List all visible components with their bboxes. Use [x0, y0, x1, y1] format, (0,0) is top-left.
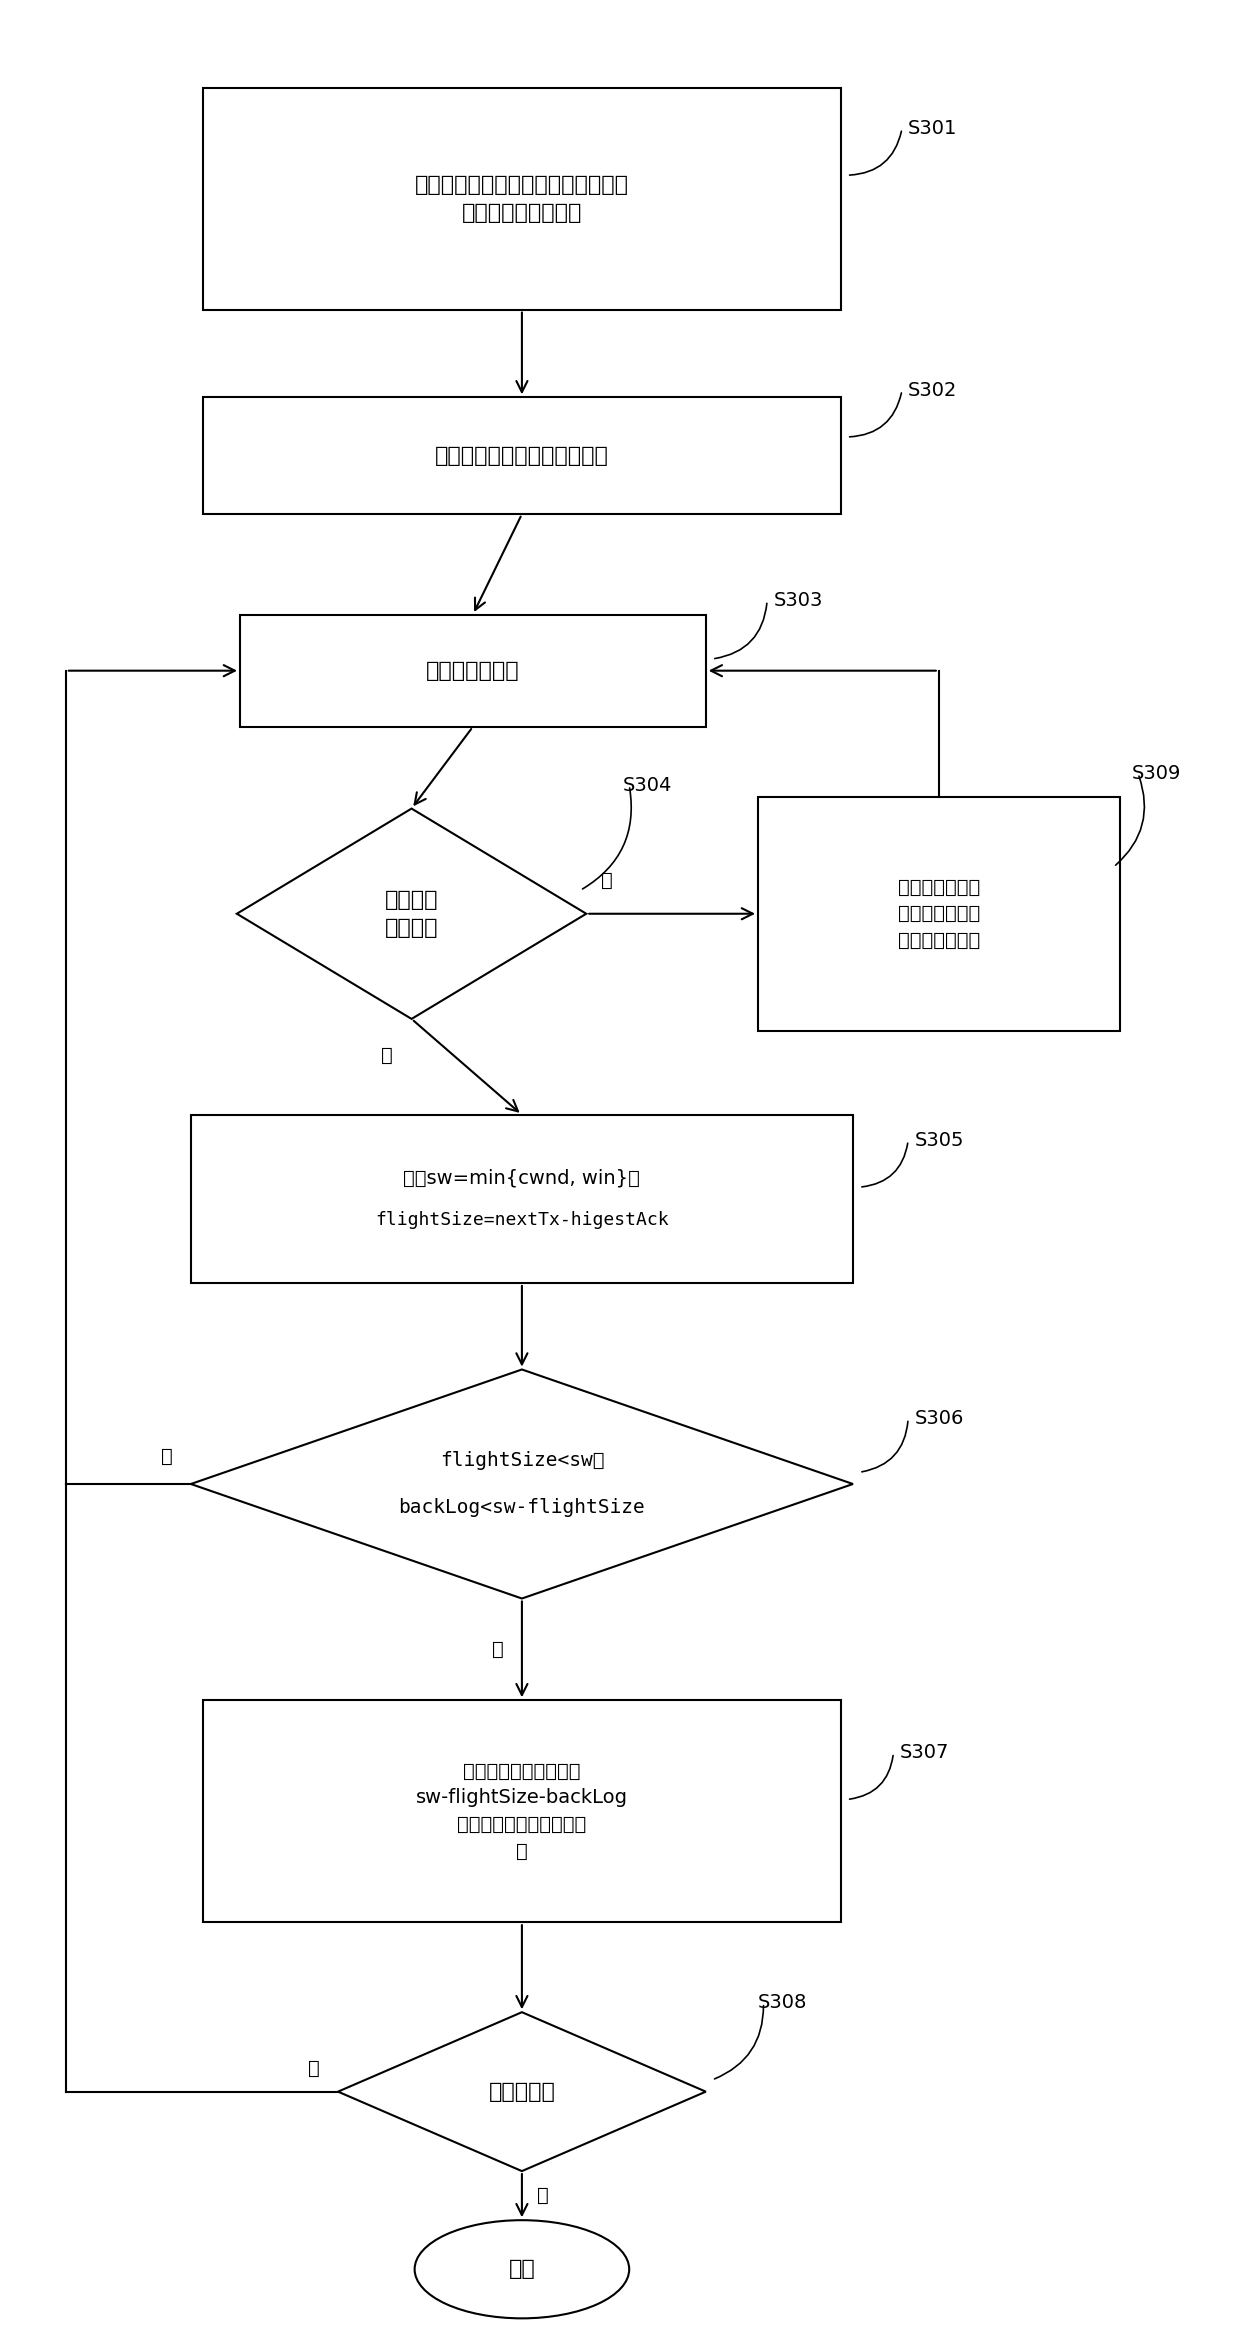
Text: S306: S306 — [914, 1408, 963, 1427]
Text: 是: 是 — [492, 1641, 503, 1660]
Ellipse shape — [414, 2219, 629, 2318]
Text: 将多个分组发送至输入队列中: 将多个分组发送至输入队列中 — [435, 447, 609, 465]
Text: 传输结束？: 传输结束？ — [489, 2081, 556, 2102]
FancyBboxPatch shape — [239, 614, 706, 726]
Text: 将该子流发送队
列中的分组按序
插入到输入队列: 将该子流发送队 列中的分组按序 插入到输入队列 — [898, 877, 980, 950]
FancyBboxPatch shape — [203, 1700, 841, 1923]
Text: S309: S309 — [1132, 764, 1182, 783]
Text: S302: S302 — [908, 381, 957, 400]
Polygon shape — [237, 809, 587, 1018]
FancyBboxPatch shape — [191, 1114, 853, 1284]
Text: S301: S301 — [908, 120, 957, 139]
Text: S303: S303 — [774, 590, 822, 609]
FancyBboxPatch shape — [203, 397, 841, 515]
Polygon shape — [191, 1371, 853, 1599]
Text: 是: 是 — [537, 2186, 548, 2205]
Text: 遍历下一条子流: 遍历下一条子流 — [427, 661, 520, 682]
Text: 计算sw=min{cwnd, win}和: 计算sw=min{cwnd, win}和 — [403, 1168, 640, 1187]
Text: S305: S305 — [914, 1131, 963, 1150]
Text: 结束: 结束 — [508, 2259, 536, 2278]
Text: 接收应用层的数据流，并对数据流进
行划分生成多个分组: 接收应用层的数据流，并对数据流进 行划分生成多个分组 — [415, 174, 629, 223]
Polygon shape — [339, 2012, 706, 2170]
Text: S307: S307 — [899, 1742, 949, 1763]
Text: flightSize=nextTx-higestAck: flightSize=nextTx-higestAck — [374, 1211, 668, 1230]
Text: 是: 是 — [601, 872, 613, 891]
FancyBboxPatch shape — [758, 797, 1120, 1030]
Text: 否: 否 — [308, 2059, 320, 2078]
Text: flightSize<sw或: flightSize<sw或 — [440, 1451, 604, 1469]
Text: 从输入队列中依次调度
sw-flightSize-backLog
个分组到该子流的发送队
列: 从输入队列中依次调度 sw-flightSize-backLog 个分组到该子流… — [415, 1761, 627, 1860]
Text: backLog<sw-flightSize: backLog<sw-flightSize — [398, 1498, 645, 1516]
FancyBboxPatch shape — [203, 87, 841, 310]
Text: S304: S304 — [622, 776, 672, 795]
Text: S308: S308 — [758, 1994, 807, 2012]
Text: 否: 否 — [161, 1446, 172, 1465]
Text: 否: 否 — [382, 1046, 393, 1065]
Text: 子流失效
或者超时: 子流失效 或者超时 — [384, 889, 438, 938]
